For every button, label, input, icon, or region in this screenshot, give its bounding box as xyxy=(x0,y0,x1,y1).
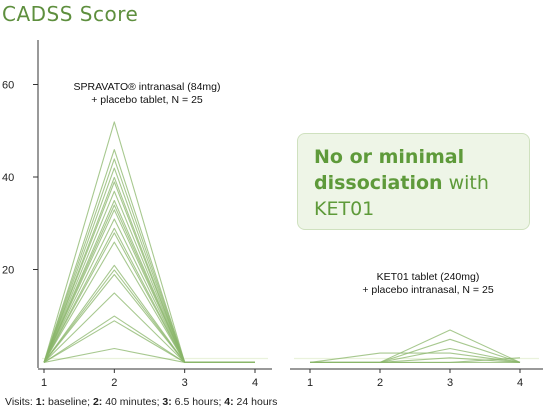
y-tick-label: 40 xyxy=(2,172,14,184)
footnote-text-2: 40 minutes; xyxy=(102,396,163,408)
x-tick-label: 1 xyxy=(41,377,47,389)
callout-box: No or minimal dissociation with KET01 xyxy=(297,133,530,230)
footnote-prefix: Visits: xyxy=(5,396,36,408)
series-line xyxy=(309,352,521,363)
visit-footnote: Visits: 1: baseline; 2: 40 minutes; 3: 6… xyxy=(5,396,277,408)
series-annotation-line: + placebo intranasal, N = 25 xyxy=(362,284,493,296)
y-tick-label: 60 xyxy=(2,80,14,92)
x-tick-label: 1 xyxy=(307,377,313,389)
series-annotation-line: SPRAVATO® intranasal (84mg) xyxy=(73,81,220,93)
series-annotation-line: + placebo tablet, N = 25 xyxy=(91,94,203,106)
footnote-num-1: 1: xyxy=(35,396,46,408)
footnote-text-1: baseline; xyxy=(45,396,93,408)
callout-bold: No or minimal dissociation xyxy=(314,146,465,194)
footnote-text-4: 24 hours xyxy=(233,396,278,408)
chart-title: CADSS Score xyxy=(2,2,139,26)
series-line xyxy=(43,190,255,363)
footnote-num-2: 2: xyxy=(92,396,103,408)
footnote-text-3: 6.5 hours; xyxy=(171,396,225,408)
y-tick-label: 20 xyxy=(2,265,14,277)
x-tick-label: 4 xyxy=(517,377,523,389)
series-annotation-line: KET01 tablet (240mg) xyxy=(377,271,480,283)
x-tick-label: 2 xyxy=(111,377,117,389)
callout-normal: with KET01 xyxy=(314,172,489,220)
series-line xyxy=(43,121,255,363)
series-line xyxy=(43,347,255,363)
x-tick-label: 2 xyxy=(377,377,383,389)
x-tick-label: 3 xyxy=(182,377,188,389)
footnote-num-3: 3: xyxy=(162,396,172,408)
series-line xyxy=(310,329,521,363)
x-tick-label: 3 xyxy=(447,377,453,389)
footnote-num-4: 4: xyxy=(224,396,234,408)
x-tick-label: 4 xyxy=(252,377,258,389)
panel-1: 20 40 60 1 2 3 4 SPRAVATO® intranasal (84mg)+ p… xyxy=(2,40,272,389)
series-line xyxy=(43,227,255,363)
panel-2: 1 2 3 4 KET01 tablet (240mg)+ placebo intran… xyxy=(290,271,543,389)
